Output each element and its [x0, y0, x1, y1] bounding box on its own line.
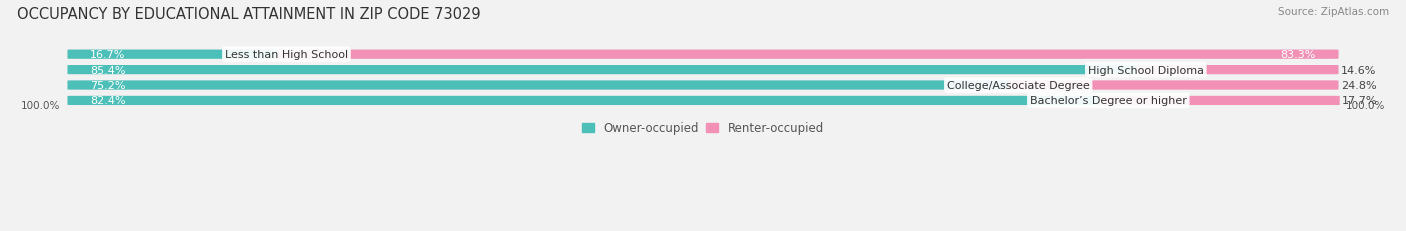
Text: 82.4%: 82.4%: [90, 96, 125, 106]
Legend: Owner-occupied, Renter-occupied: Owner-occupied, Renter-occupied: [578, 117, 828, 140]
Text: Source: ZipAtlas.com: Source: ZipAtlas.com: [1278, 7, 1389, 17]
Text: 100.0%: 100.0%: [21, 100, 60, 110]
FancyBboxPatch shape: [1136, 66, 1339, 75]
Text: Bachelor’s Degree or higher: Bachelor’s Degree or higher: [1029, 96, 1187, 106]
FancyBboxPatch shape: [1008, 81, 1339, 90]
Text: College/Associate Degree: College/Associate Degree: [946, 81, 1090, 91]
Text: 16.7%: 16.7%: [90, 50, 125, 60]
Text: OCCUPANCY BY EDUCATIONAL ATTAINMENT IN ZIP CODE 73029: OCCUPANCY BY EDUCATIONAL ATTAINMENT IN Z…: [17, 7, 481, 22]
Text: 17.7%: 17.7%: [1343, 96, 1378, 106]
Text: 83.3%: 83.3%: [1281, 50, 1316, 60]
FancyBboxPatch shape: [67, 50, 1339, 60]
Text: High School Diploma: High School Diploma: [1088, 65, 1204, 75]
FancyBboxPatch shape: [67, 81, 1339, 90]
Text: 75.2%: 75.2%: [90, 81, 125, 91]
FancyBboxPatch shape: [67, 96, 1118, 106]
Text: 100.0%: 100.0%: [1346, 100, 1385, 110]
Text: Less than High School: Less than High School: [225, 50, 349, 60]
Text: 24.8%: 24.8%: [1341, 81, 1376, 91]
FancyBboxPatch shape: [67, 66, 1156, 75]
FancyBboxPatch shape: [67, 50, 297, 60]
Text: 14.6%: 14.6%: [1341, 65, 1376, 75]
FancyBboxPatch shape: [1098, 96, 1340, 106]
Text: 85.4%: 85.4%: [90, 65, 125, 75]
FancyBboxPatch shape: [277, 50, 1339, 60]
FancyBboxPatch shape: [67, 81, 1028, 90]
FancyBboxPatch shape: [67, 96, 1339, 106]
FancyBboxPatch shape: [67, 66, 1339, 75]
